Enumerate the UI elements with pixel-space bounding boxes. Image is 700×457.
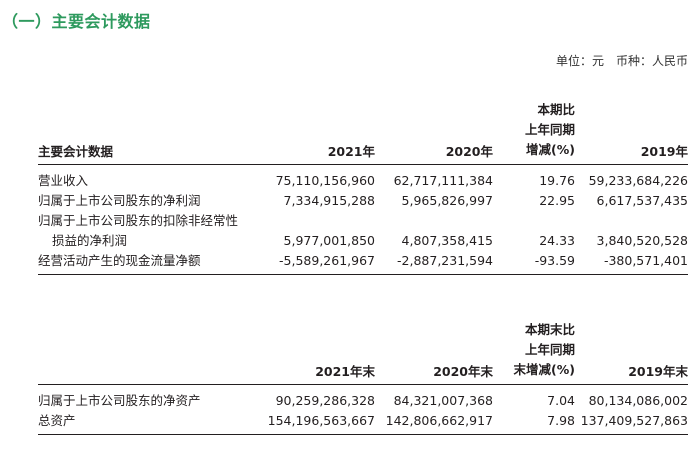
header-2021: 2021年 <box>248 100 375 165</box>
value-change: 19.76 <box>539 173 575 188</box>
key-accounting-data-table: 主要会计数据 2021年 2020年 本期比 上年同期 增减(%) 2019年 … <box>38 100 688 275</box>
header-change-line3: 增减(%) <box>526 142 575 157</box>
row-label: 损益的净利润 <box>52 233 128 248</box>
row-label: 营业收入 <box>38 173 89 188</box>
value-2020: 62,717,111,384 <box>393 173 493 188</box>
header-item: 主要会计数据 <box>38 100 248 165</box>
header-2020: 2020年 <box>375 100 493 165</box>
value-2019: 59,233,684,226 <box>588 173 688 188</box>
header-change-line1: 本期末比 <box>524 322 575 337</box>
table-row: 归属于上市公司股东的净资产 90,259,286,328 84,321,007,… <box>38 385 688 412</box>
table-header-row: 2021年末 2020年末 本期末比 上年同期 末增减(%) 2019年末 <box>38 320 688 385</box>
year-end-data-table: 2021年末 2020年末 本期末比 上年同期 末增减(%) 2019年末 归属… <box>38 320 688 435</box>
value-2021-end: 90,259,286,328 <box>275 393 375 408</box>
table-row: 归属于上市公司股东的扣除非经常性 <box>38 211 688 231</box>
value-change: 7.04 <box>547 393 575 408</box>
value-2020-end: 84,321,007,368 <box>393 393 493 408</box>
header-2020-end: 2020年末 <box>375 320 493 385</box>
value-2019: 6,617,537,435 <box>596 193 688 208</box>
value-2021: 5,977,001,850 <box>283 233 375 248</box>
row-label: 归属于上市公司股东的净资产 <box>38 393 201 408</box>
value-2021 <box>248 211 375 231</box>
header-item <box>38 320 248 385</box>
value-2020: -2,887,231,594 <box>375 251 493 275</box>
header-change: 本期末比 上年同期 末增减(%) <box>493 320 575 385</box>
value-change: 24.33 <box>539 233 575 248</box>
unit-currency-note: 单位：元 币种：人民币 <box>555 54 688 68</box>
value-2021: 7,334,915,288 <box>283 193 375 208</box>
row-label: 归属于上市公司股东的净利润 <box>38 193 201 208</box>
row-label: 经营活动产生的现金流量净额 <box>38 251 248 275</box>
value-change: 22.95 <box>539 193 575 208</box>
table-row: 营业收入 75,110,156,960 62,717,111,384 19.76… <box>38 165 688 192</box>
value-change: -93.59 <box>493 251 575 275</box>
value-2019: 3,840,520,528 <box>596 233 688 248</box>
header-2019-end: 2019年末 <box>575 320 688 385</box>
value-change <box>493 211 575 231</box>
value-2020: 4,807,358,415 <box>401 233 493 248</box>
value-2021: 75,110,156,960 <box>275 173 375 188</box>
header-change-line1: 本期比 <box>537 102 575 117</box>
value-2019-end: 80,134,086,002 <box>588 393 688 408</box>
table-header-row: 主要会计数据 2021年 2020年 本期比 上年同期 增减(%) 2019年 <box>38 100 688 165</box>
value-2021-end: 154,196,563,667 <box>248 411 375 435</box>
table-row: 总资产 154,196,563,667 142,806,662,917 7.98… <box>38 411 688 435</box>
section-title: （一）主要会计数据 <box>2 12 151 31</box>
value-2020-end: 142,806,662,917 <box>375 411 493 435</box>
row-label: 总资产 <box>38 411 248 435</box>
value-2019-end: 137,409,527,863 <box>575 411 688 435</box>
header-change-line2: 上年同期 <box>524 342 575 357</box>
header-change-line3: 末增减(%) <box>513 362 575 377</box>
table-row: 损益的净利润 5,977,001,850 4,807,358,415 24.33… <box>38 231 688 251</box>
value-2021: -5,589,261,967 <box>248 251 375 275</box>
header-2021-end: 2021年末 <box>248 320 375 385</box>
table-row: 归属于上市公司股东的净利润 7,334,915,288 5,965,826,99… <box>38 191 688 211</box>
value-2020 <box>375 211 493 231</box>
header-change: 本期比 上年同期 增减(%) <box>493 100 575 165</box>
value-2019 <box>575 211 688 231</box>
table-row: 经营活动产生的现金流量净额 -5,589,261,967 -2,887,231,… <box>38 251 688 275</box>
value-2020: 5,965,826,997 <box>401 193 493 208</box>
header-change-line2: 上年同期 <box>524 122 575 137</box>
value-2019: -380,571,401 <box>575 251 688 275</box>
row-label: 归属于上市公司股东的扣除非经常性 <box>38 213 239 228</box>
value-change: 7.98 <box>493 411 575 435</box>
header-2019: 2019年 <box>575 100 688 165</box>
